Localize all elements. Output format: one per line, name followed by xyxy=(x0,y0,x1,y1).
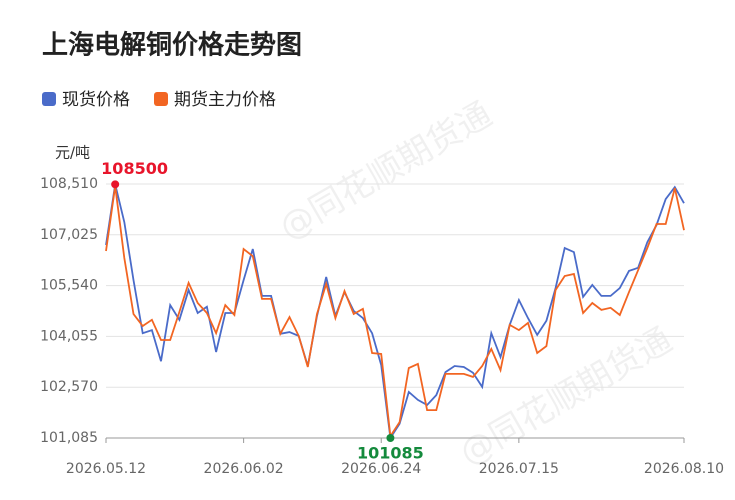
x-tick-label: 2026.06.02 xyxy=(204,461,284,477)
watermark: @同花顺期货通 xyxy=(453,320,679,474)
y-tick-label: 105,540 xyxy=(40,278,98,294)
max-marker xyxy=(111,180,120,189)
legend-label: 现货价格 xyxy=(62,90,130,110)
min-label: 101085 xyxy=(357,444,424,463)
series-line xyxy=(105,184,685,441)
y-tick-label: 104,055 xyxy=(40,328,98,344)
legend-swatch xyxy=(154,92,168,106)
x-tick-label: 2026.05.12 xyxy=(66,461,146,477)
x-tick-label: 2026.06.24 xyxy=(341,461,421,477)
y-tick-label: 102,570 xyxy=(40,379,98,395)
legend-label: 期货主力价格 xyxy=(174,90,276,110)
x-tick-label: 2026.08.10 xyxy=(644,461,724,477)
max-label: 108500 xyxy=(101,159,168,178)
y-tick-label: 107,025 xyxy=(40,227,98,243)
series-line xyxy=(105,185,685,439)
y-tick-label: 101,085 xyxy=(40,430,98,446)
legend-swatch xyxy=(42,92,56,106)
y-tick-label: 108,510 xyxy=(40,176,98,192)
x-tick-label: 2026.07.15 xyxy=(479,461,559,477)
watermark: @同花顺期货通 xyxy=(273,94,499,248)
min-marker xyxy=(386,434,395,442)
chart-title: 上海电解铜价格走势图 xyxy=(42,30,302,61)
y-unit: 元/吨 xyxy=(55,144,90,162)
